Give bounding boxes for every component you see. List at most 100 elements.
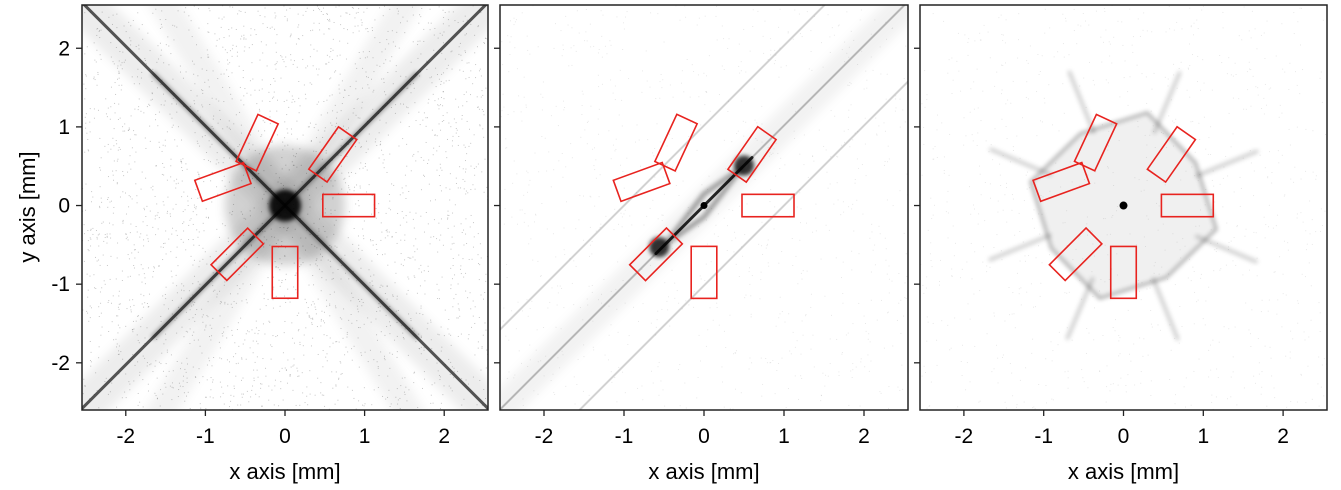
density-speckle — [275, 51, 277, 53]
density-speckle — [420, 157, 422, 159]
density-speckle — [209, 396, 211, 398]
density-speckle — [892, 345, 894, 347]
density-speckle — [958, 70, 960, 72]
density-speckle — [106, 236, 108, 238]
density-speckle — [1216, 248, 1218, 250]
density-speckle — [420, 305, 422, 307]
density-speckle — [193, 244, 195, 246]
density-speckle — [1018, 293, 1020, 295]
density-speckle — [1151, 31, 1153, 33]
density-speckle — [1139, 290, 1141, 292]
density-speckle — [562, 176, 564, 178]
region-box-6 — [271, 245, 299, 300]
density-speckle — [261, 88, 263, 90]
density-speckle — [259, 15, 261, 17]
density-speckle — [1198, 358, 1200, 360]
density-speckle — [904, 297, 906, 299]
density-speckle — [852, 139, 854, 141]
density-speckle — [235, 45, 237, 47]
density-speckle — [842, 293, 844, 295]
density-speckle — [1051, 360, 1053, 362]
density-speckle — [326, 99, 328, 101]
density-speckle — [268, 91, 270, 93]
density-speckle — [555, 256, 557, 258]
density-speckle — [110, 302, 112, 304]
density-speckle — [696, 24, 698, 26]
density-speckle — [240, 404, 242, 406]
density-speckle — [398, 145, 400, 147]
density-speckle — [443, 98, 445, 100]
density-speckle — [1184, 406, 1186, 408]
density-speckle — [664, 282, 666, 284]
density-speckle — [708, 55, 710, 57]
density-speckle — [383, 159, 385, 161]
density-speckle — [1276, 313, 1278, 315]
density-speckle — [588, 394, 590, 396]
density-speckle — [1039, 70, 1041, 72]
density-speckle — [399, 194, 401, 196]
density-speckle — [838, 374, 840, 376]
density-speckle — [309, 56, 311, 58]
density-speckle — [573, 260, 575, 262]
density-speckle — [347, 42, 349, 44]
density-speckle — [864, 117, 866, 119]
density-speckle — [465, 78, 467, 80]
density-speckle — [1142, 355, 1144, 357]
density-speckle — [236, 55, 238, 57]
density-speckle — [652, 152, 654, 154]
density-speckle — [1281, 154, 1283, 156]
density-speckle — [1065, 20, 1067, 22]
density-speckle — [479, 243, 481, 245]
density-speckle — [562, 100, 564, 102]
density-speckle — [945, 211, 947, 213]
density-speckle — [309, 370, 311, 372]
density-speckle — [113, 206, 115, 208]
density-speckle — [1264, 83, 1266, 85]
density-speckle — [320, 10, 322, 12]
density-speckle — [797, 283, 799, 285]
density-speckle — [481, 109, 483, 111]
density-speckle — [862, 213, 864, 215]
density-speckle — [774, 49, 776, 51]
density-speckle — [951, 57, 953, 59]
density-speckle — [1318, 356, 1320, 358]
density-speckle — [963, 117, 965, 119]
density-speckle — [241, 396, 243, 398]
density-speckle — [1207, 153, 1209, 155]
density-speckle — [635, 141, 637, 143]
density-speckle — [669, 84, 671, 86]
density-speckle — [97, 234, 99, 236]
density-speckle — [136, 231, 138, 233]
density-speckle — [132, 320, 134, 322]
density-speckle — [265, 367, 267, 369]
density-speckle — [1005, 126, 1007, 128]
density-speckle — [329, 20, 331, 22]
density-speckle — [477, 254, 479, 256]
density-speckle — [781, 251, 783, 253]
density-speckle — [143, 245, 145, 247]
x-tick-label: 2 — [438, 425, 450, 448]
density-speckle — [1127, 91, 1129, 93]
density-speckle — [251, 329, 253, 331]
density-speckle — [820, 42, 822, 44]
density-speckle — [668, 296, 670, 298]
density-speckle — [254, 361, 256, 363]
density-speckle — [242, 393, 244, 395]
density-speckle — [467, 192, 469, 194]
density-speckle — [112, 224, 114, 226]
density-speckle — [685, 16, 687, 18]
density-speckle — [932, 158, 934, 160]
density-speckle — [1033, 406, 1035, 408]
density-speckle — [1188, 68, 1190, 70]
density-speckle — [770, 49, 772, 51]
density-speckle — [871, 223, 873, 225]
density-speckle — [1124, 60, 1126, 62]
density-speckle — [412, 256, 414, 258]
density-speckle — [252, 385, 254, 387]
density-speckle — [1304, 339, 1306, 341]
density-speckle — [1297, 302, 1299, 304]
density-speckle — [1250, 162, 1252, 164]
density-speckle — [376, 145, 378, 147]
density-speckle — [441, 169, 443, 171]
density-speckle — [323, 394, 325, 396]
